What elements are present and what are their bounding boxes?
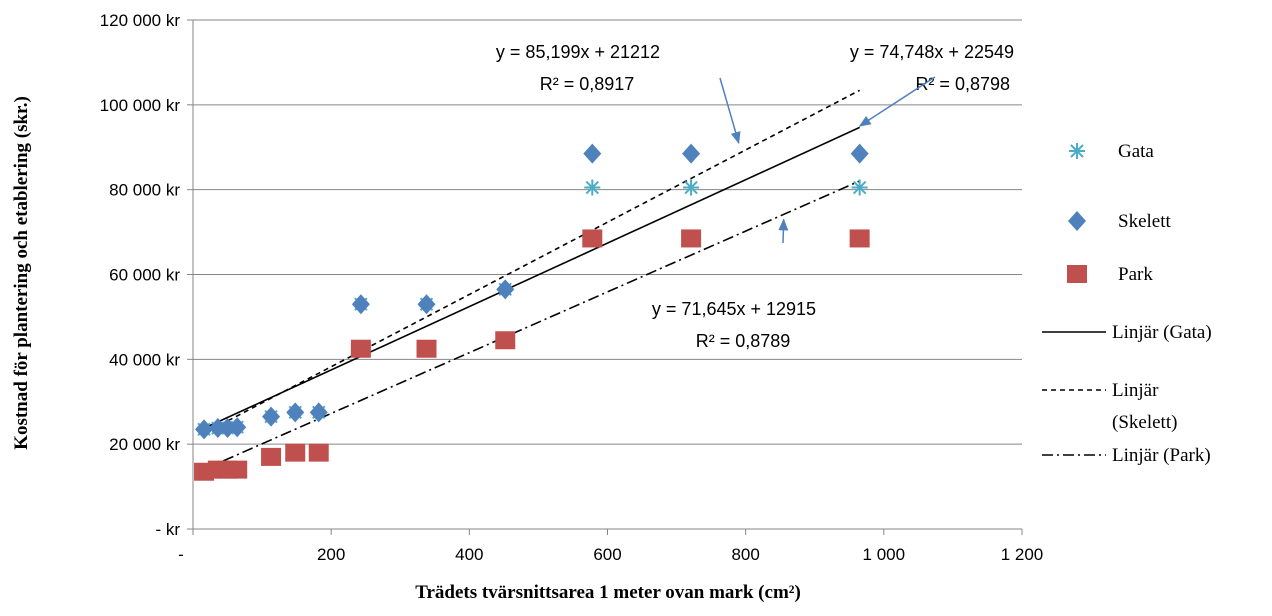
point-park-10 (495, 331, 516, 350)
legend-label-2: Skelett (1118, 211, 1171, 232)
point-skelett-9 (417, 294, 436, 315)
point-park-13 (849, 229, 870, 248)
point-skelett-8 (351, 294, 370, 315)
x-tick-label-5: 1 000 (863, 545, 906, 564)
point-skelett-11 (583, 143, 602, 164)
point-skelett-6 (286, 402, 305, 423)
point-park-12 (681, 229, 702, 248)
trendline-2 (203, 89, 861, 434)
axes: - kr 20 000 kr 40 000 kr 60 000 kr 80 000 kr… (100, 11, 1044, 564)
point-skelett-2 (208, 418, 227, 439)
point-park-9 (416, 339, 437, 358)
y-tick-label-2: 40 000 kr (109, 350, 180, 369)
point-skelett-4 (228, 417, 247, 438)
equation-1-line-2: R² = 0,8917 (540, 74, 635, 94)
legend-label-4: Linjär (Gata) (1112, 322, 1212, 343)
annotation-arrow-3 (778, 218, 789, 244)
y-tick-label-5: 100 000 kr (100, 96, 181, 115)
legend-label-3: Park (1118, 264, 1153, 285)
y-tick-label-1: 20 000 kr (109, 435, 180, 454)
legend-marker-1 (1069, 143, 1085, 159)
legend-label-1: Gata (1118, 141, 1154, 162)
point-skelett-1 (195, 419, 214, 440)
y-tick-label-6: 120 000 kr (100, 11, 181, 30)
point-park-5 (261, 447, 282, 466)
y-tick-label-3: 60 000 kr (109, 266, 180, 285)
equation-annotations: y = 85,199x + 21212 R² = 0,8917 y = 74,748… (496, 42, 1014, 351)
legend-marker-2 (1068, 211, 1086, 231)
y-axis-title: Kostnad för plantering och etablering (s… (11, 96, 32, 450)
point-park-7 (308, 443, 329, 462)
point-skelett-12 (682, 143, 701, 164)
x-tick-label-0: - (178, 545, 184, 564)
point-park-6 (285, 443, 306, 462)
trendline-3 (203, 180, 860, 471)
point-skelett-10 (496, 279, 515, 300)
legend: Gata Skelett Park Linjär (Gata) Linjär (Skele… (1042, 141, 1212, 466)
gridlines (193, 19, 1022, 530)
x-tick-label-4: 800 (731, 545, 759, 564)
y-tick-label-4: 80 000 kr (109, 181, 180, 200)
point-gata-13 (851, 179, 868, 196)
x-tick-label-6: 1 200 (1001, 545, 1044, 564)
trendline-1 (203, 126, 860, 430)
equation-1-line-1: y = 85,199x + 21212 (496, 42, 660, 62)
point-gata-11 (584, 179, 601, 196)
legend-label-5-1: Linjär (1112, 380, 1159, 401)
equation-3-line-2: R² = 0,8789 (696, 331, 791, 351)
equation-2-line-2: R² = 0,8798 (915, 74, 1010, 94)
point-gata-12 (683, 179, 700, 196)
legend-marker-3 (1067, 265, 1087, 283)
x-tick-label-2: 400 (455, 545, 483, 564)
legend-label-6: Linjär (Park) (1112, 445, 1211, 466)
point-park-4 (227, 460, 248, 479)
x-tick-label-1: 200 (317, 545, 345, 564)
point-park-8 (350, 339, 371, 358)
y-tick-label-0: - kr (155, 520, 180, 539)
equation-2-line-1: y = 74,748x + 22549 (850, 42, 1014, 62)
annotation-arrow-1 (719, 77, 741, 144)
point-skelett-13 (850, 143, 869, 164)
annotation-arrow-2 (858, 76, 936, 127)
legend-label-5-2: (Skelett) (1112, 412, 1177, 433)
point-skelett-7 (309, 402, 328, 423)
x-axis-title: Trädets tvärsnittsarea 1 meter ovan mark… (415, 582, 801, 603)
point-skelett-5 (262, 406, 281, 427)
point-park-11 (582, 229, 603, 248)
trendlines (203, 89, 861, 471)
data-points (194, 143, 870, 481)
equation-3-line-1: y = 71,645x + 12915 (652, 299, 816, 319)
x-tick-label-3: 600 (593, 545, 621, 564)
